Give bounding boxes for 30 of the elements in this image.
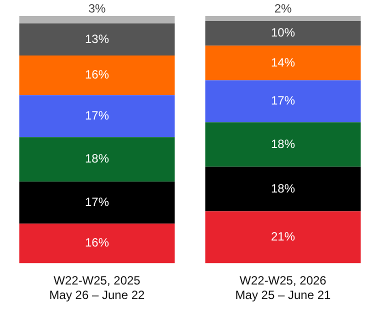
bar [19, 16, 175, 24]
bar [205, 80, 361, 122]
data-label: 16% [84, 236, 110, 250]
bar [205, 166, 361, 212]
bar [19, 182, 175, 224]
bar [19, 137, 175, 182]
data-label: 17% [84, 108, 110, 122]
data-label: 18% [84, 152, 110, 166]
data-label: 18% [270, 181, 296, 196]
bar [19, 56, 175, 96]
data-label: 21% [270, 230, 296, 244]
data-label: 3% [88, 1, 106, 16]
bar [205, 211, 361, 264]
data-label: 14% [270, 55, 296, 70]
data-label: 16% [84, 68, 110, 82]
data-label: 2% [274, 1, 292, 16]
x-tick-label: W22-W25, 2026 May 25 – June 21 [235, 274, 332, 302]
bar [19, 95, 175, 138]
bar [205, 20, 361, 46]
bar [205, 122, 361, 167]
bar [205, 46, 361, 80]
bar [19, 23, 175, 56]
data-label: 10% [270, 26, 296, 40]
bar [205, 16, 361, 21]
data-label: 18% [270, 136, 296, 151]
data-label: 13% [84, 32, 110, 46]
data-label: 17% [84, 194, 110, 209]
data-label: 17% [270, 94, 296, 108]
bar [19, 224, 175, 264]
x-tick-label: W22-W25, 2025 May 26 – June 22 [49, 274, 146, 302]
